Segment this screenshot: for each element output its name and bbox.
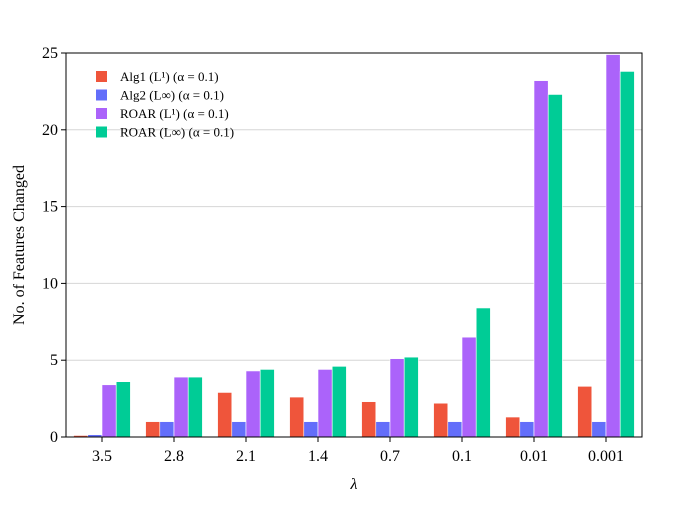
legend-label: ROAR (L¹) (α = 0.1) <box>120 106 229 121</box>
bar <box>461 336 477 438</box>
bar <box>187 376 203 438</box>
bar <box>173 376 189 438</box>
bar <box>505 416 521 438</box>
bar <box>245 370 261 438</box>
bar <box>389 358 405 438</box>
x-axis-title: λ <box>350 476 358 493</box>
bar <box>403 356 419 438</box>
x-tick-label: 0.7 <box>380 448 400 465</box>
x-tick-label: 1.4 <box>308 448 328 465</box>
bar <box>361 401 377 438</box>
bar <box>317 369 333 438</box>
bar <box>447 421 463 438</box>
bar <box>145 421 161 438</box>
bar <box>303 421 319 438</box>
bar <box>331 366 347 438</box>
x-tick-label: 0.1 <box>452 448 472 465</box>
bar <box>101 384 117 438</box>
bar <box>475 307 491 438</box>
x-tick-label: 2.1 <box>236 448 256 465</box>
bar <box>433 402 449 438</box>
bar <box>115 381 131 438</box>
bar <box>231 421 247 438</box>
plot-frame <box>65 52 643 438</box>
bar <box>605 54 621 438</box>
bar <box>591 421 607 438</box>
bar <box>375 421 391 438</box>
bar <box>533 80 549 438</box>
bar <box>577 386 593 438</box>
x-axis: 3.5 2.8 2.1 1.4 0.7 0.1 0.01 0.001 <box>92 437 624 465</box>
y-axis-title: No. of Features Changed <box>11 165 28 325</box>
legend-label: Alg1 (L¹) (α = 0.1) <box>120 69 219 84</box>
y-tick-label: 25 <box>42 45 58 62</box>
y-tick-label: 20 <box>42 122 58 139</box>
x-tick-label: 3.5 <box>92 448 112 465</box>
bar <box>619 71 635 438</box>
x-tick-label: 2.8 <box>164 448 184 465</box>
y-axis: 0 5 10 15 20 25 <box>42 45 66 446</box>
y-tick-label: 15 <box>42 199 58 216</box>
bar <box>217 392 233 438</box>
legend-swatch <box>96 89 107 101</box>
y-tick-label: 5 <box>50 352 58 369</box>
bar <box>159 421 175 438</box>
bar <box>259 369 275 438</box>
legend-swatch <box>96 71 107 82</box>
x-tick-label: 0.01 <box>520 448 548 465</box>
bars <box>73 54 635 438</box>
legend-swatch <box>96 126 107 138</box>
y-tick-label: 10 <box>42 275 58 292</box>
bar <box>289 396 305 438</box>
legend-swatch <box>96 108 107 119</box>
bar <box>547 94 563 438</box>
legend: Alg1 (L¹) (α = 0.1) Alg2 (L∞) (α = 0.1) RO… <box>96 69 234 140</box>
y-tick-label: 0 <box>50 429 58 446</box>
legend-label: ROAR (L∞) (α = 0.1) <box>120 125 234 140</box>
x-tick-label: 0.001 <box>588 448 624 465</box>
legend-label: Alg2 (L∞) (α = 0.1) <box>120 88 224 103</box>
bar <box>519 421 535 438</box>
